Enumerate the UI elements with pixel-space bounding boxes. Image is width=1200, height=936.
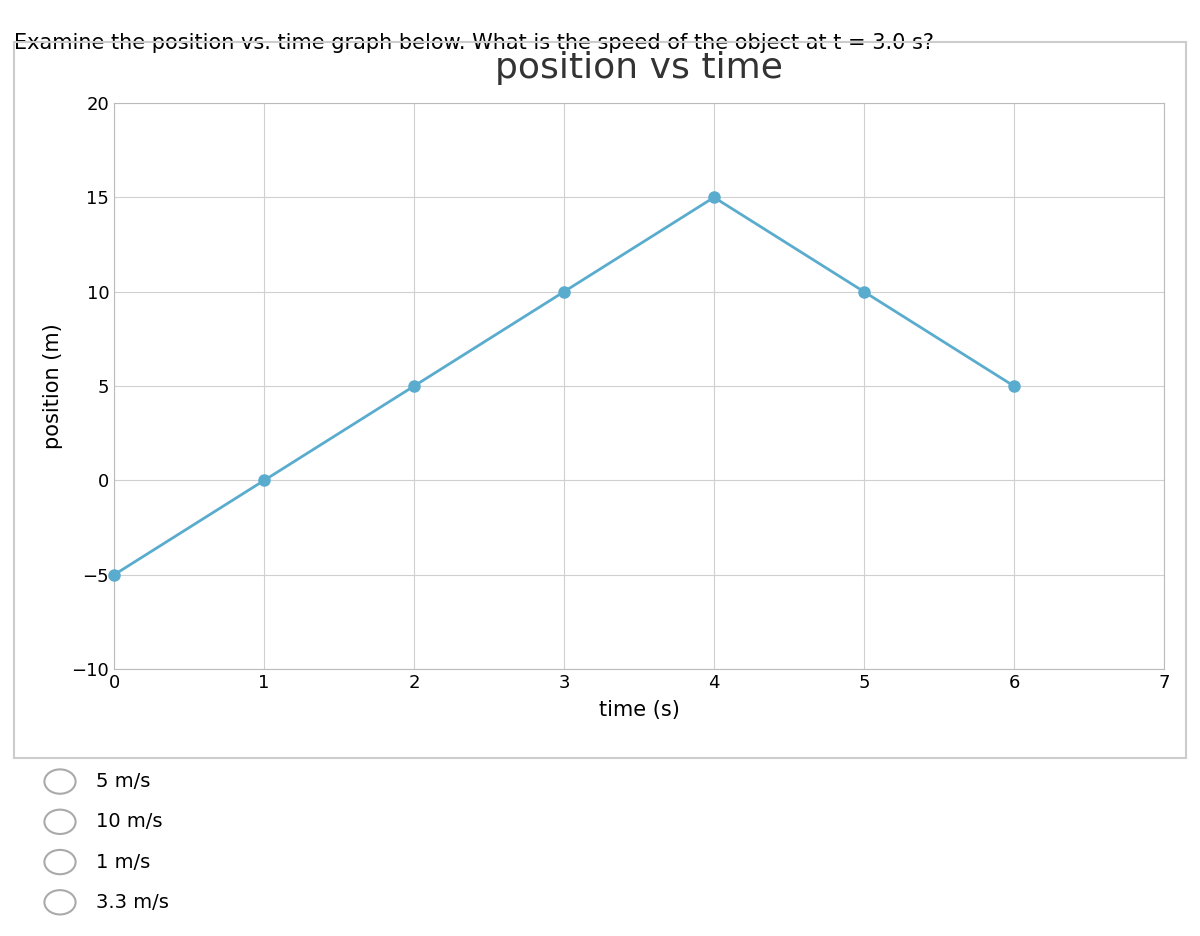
Title: position vs time: position vs time xyxy=(496,51,782,85)
Text: 1 m/s: 1 m/s xyxy=(96,853,150,871)
Text: 5 m/s: 5 m/s xyxy=(96,772,150,791)
Text: Examine the position vs. time graph below. What is the speed of the object at t : Examine the position vs. time graph belo… xyxy=(14,33,935,52)
Text: 3.3 m/s: 3.3 m/s xyxy=(96,893,169,912)
Y-axis label: position (m): position (m) xyxy=(43,323,64,449)
X-axis label: time (s): time (s) xyxy=(599,700,679,721)
Text: 10 m/s: 10 m/s xyxy=(96,812,162,831)
